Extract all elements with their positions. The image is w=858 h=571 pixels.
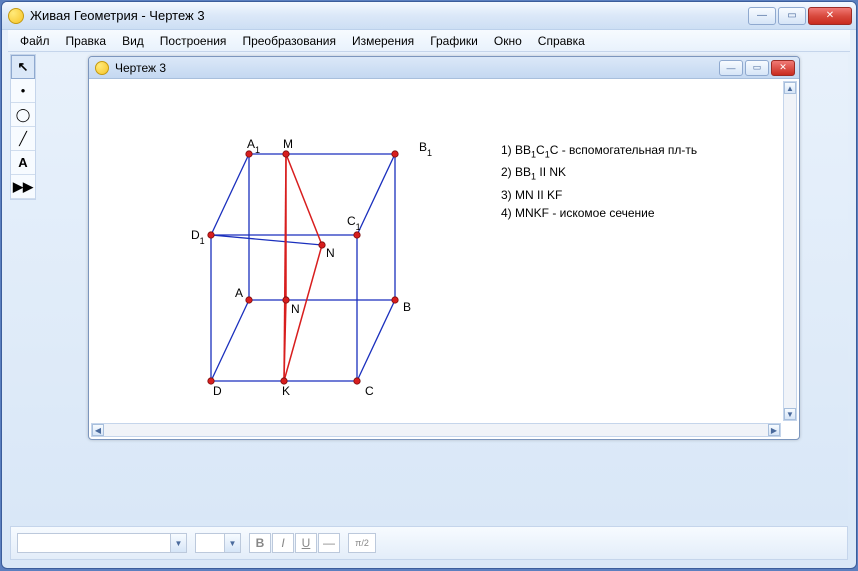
strike-button[interactable]: —	[318, 533, 340, 553]
app-icon	[8, 8, 24, 24]
font-size-select[interactable]: ▼	[195, 533, 241, 553]
svg-text:D: D	[213, 384, 222, 398]
app-window: Живая Геометрия - Чертеж 3 — ▭ ✕ Файл Пр…	[1, 1, 857, 569]
sketch-minimize-button[interactable]: —	[719, 60, 743, 76]
svg-text:B1: B1	[419, 140, 432, 158]
svg-text:M: M	[283, 137, 293, 151]
note-line-3: 3) MN II KF	[501, 186, 697, 204]
menu-edit[interactable]: Правка	[58, 31, 115, 51]
text-style-group: B I U —	[249, 533, 340, 553]
menu-file[interactable]: Файл	[12, 31, 58, 51]
font-family-select[interactable]: ▼	[17, 533, 187, 553]
note-line-4: 4) MNKF - искомое сечение	[501, 204, 697, 222]
vertical-scrollbar[interactable]: ▲ ▼	[783, 81, 797, 421]
workspace: ↖ • ◯ ╱ A ▶▶ Чертеж 3 — ▭ ✕ D K C A N B D1 N C1 A…	[10, 54, 848, 520]
sketch-titlebar: Чертеж 3 — ▭ ✕	[89, 57, 799, 79]
svg-text:N: N	[291, 302, 300, 316]
menu-measure[interactable]: Измерения	[344, 31, 422, 51]
svg-text:B: B	[403, 300, 411, 314]
sketch-title: Чертеж 3	[115, 61, 719, 75]
chevron-down-icon: ▼	[224, 534, 240, 552]
app-title: Живая Геометрия - Чертеж 3	[30, 8, 748, 23]
underline-button[interactable]: U	[295, 533, 317, 553]
sketch-window: Чертеж 3 — ▭ ✕ DKCANBD1NC1A1MB1 1) BB1C1…	[88, 56, 800, 440]
sketch-icon	[95, 61, 109, 75]
fraction-button[interactable]: π/2	[348, 533, 376, 553]
pointer-tool[interactable]: ↖	[11, 55, 35, 79]
menu-transform[interactable]: Преобразования	[234, 31, 344, 51]
note-line-2: 2) BB1 II NK	[501, 163, 697, 185]
point-tool[interactable]: •	[11, 79, 35, 103]
italic-button[interactable]: I	[272, 533, 294, 553]
chevron-down-icon: ▼	[170, 534, 186, 552]
scroll-right-icon[interactable]: ▶	[768, 424, 780, 436]
menu-view[interactable]: Вид	[114, 31, 152, 51]
scroll-left-icon[interactable]: ◀	[92, 424, 104, 436]
svg-text:D1: D1	[191, 228, 205, 246]
maximize-button[interactable]: ▭	[778, 7, 806, 25]
geometry-diagram: DKCANBD1NC1A1MB1	[91, 81, 791, 421]
svg-text:N: N	[326, 246, 335, 260]
svg-text:C1: C1	[347, 214, 361, 232]
svg-text:C: C	[365, 384, 374, 398]
format-toolbar: ▼ ▼ B I U — π/2	[10, 526, 848, 560]
svg-text:A: A	[235, 286, 243, 300]
menu-window[interactable]: Окно	[486, 31, 530, 51]
text-tool[interactable]: A	[11, 151, 35, 175]
line-tool[interactable]: ╱	[11, 127, 35, 151]
menubar: Файл Правка Вид Построения Преобразовани…	[8, 30, 850, 52]
menu-construct[interactable]: Построения	[152, 31, 235, 51]
horizontal-scrollbar[interactable]: ◀ ▶	[91, 423, 781, 437]
window-controls: — ▭ ✕	[748, 7, 852, 25]
menu-graphs[interactable]: Графики	[422, 31, 486, 51]
note-line-1: 1) BB1C1C - вспомогательная пл-ть	[501, 141, 697, 163]
construction-notes: 1) BB1C1C - вспомогательная пл-ть 2) BB1…	[501, 141, 697, 222]
close-button[interactable]: ✕	[808, 7, 852, 25]
sketch-canvas[interactable]: DKCANBD1NC1A1MB1 1) BB1C1C - вспомогател…	[91, 81, 797, 421]
svg-text:K: K	[282, 384, 290, 398]
titlebar: Живая Геометрия - Чертеж 3 — ▭ ✕	[2, 2, 856, 30]
menu-help[interactable]: Справка	[530, 31, 593, 51]
play-tool[interactable]: ▶▶	[11, 175, 35, 199]
circle-tool[interactable]: ◯	[11, 103, 35, 127]
sketch-close-button[interactable]: ✕	[771, 60, 795, 76]
minimize-button[interactable]: —	[748, 7, 776, 25]
sketch-maximize-button[interactable]: ▭	[745, 60, 769, 76]
bold-button[interactable]: B	[249, 533, 271, 553]
tool-palette: ↖ • ◯ ╱ A ▶▶	[10, 54, 36, 200]
scroll-down-icon[interactable]: ▼	[784, 408, 796, 420]
scroll-up-icon[interactable]: ▲	[784, 82, 796, 94]
